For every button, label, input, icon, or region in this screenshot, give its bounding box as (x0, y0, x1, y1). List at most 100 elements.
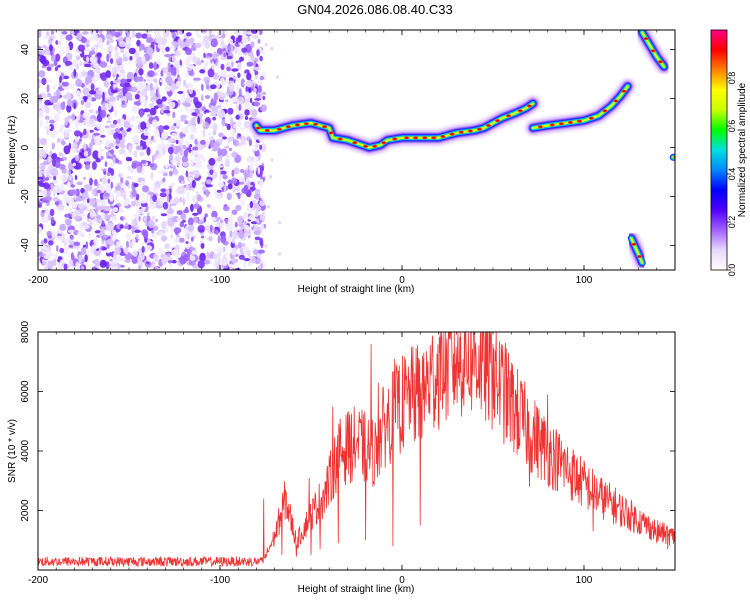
noise-speck (197, 116, 201, 125)
noise-speck (224, 252, 228, 257)
noise-speck (105, 102, 112, 111)
noise-speck (118, 133, 123, 141)
noise-speck (89, 90, 96, 95)
noise-speck (47, 235, 52, 239)
noise-speck (57, 64, 61, 68)
noise-speck (59, 75, 62, 83)
noise-speck (185, 125, 190, 130)
noise-speck (254, 236, 261, 241)
noise-speck (165, 144, 170, 150)
noise-speck (138, 46, 142, 52)
noise-speck (238, 230, 244, 239)
noise-speck (83, 150, 89, 157)
noise-speck (90, 97, 97, 102)
noise-speck (49, 44, 53, 52)
noise-speck (186, 32, 192, 37)
noise-speck (179, 221, 185, 228)
noise-speck (51, 142, 55, 150)
noise-speck (49, 35, 56, 39)
noise-speck (176, 158, 181, 167)
noise-speck (237, 241, 243, 249)
noise-speck (126, 176, 132, 180)
noise-speck (131, 219, 136, 227)
noise-speck (45, 208, 50, 216)
noise-speck (173, 30, 178, 33)
noise-speck (225, 222, 234, 232)
noise-speck (77, 230, 84, 238)
snr-series-line (38, 332, 675, 568)
trace-hotspot-core (622, 90, 626, 93)
noise-speck (200, 235, 205, 239)
noise-speck (158, 231, 165, 236)
noise-speck (38, 110, 44, 119)
noise-speck (253, 66, 261, 71)
trace-band (630, 237, 644, 264)
noise-speck (228, 82, 235, 92)
trace-hotspot-core (651, 49, 655, 52)
noise-speck (226, 192, 232, 201)
noise-speck (140, 121, 147, 130)
snr-y-tick-label: 6000 (20, 380, 31, 403)
trace-hotspot-core (468, 130, 472, 132)
noise-speck (59, 34, 66, 40)
noise-speck (217, 109, 226, 119)
noise-speck (66, 167, 69, 176)
noise-speck (194, 43, 202, 49)
noise-speck (253, 88, 257, 93)
noise-speck (253, 101, 261, 107)
noise-speck (89, 129, 94, 133)
trace-hotspot-core (632, 243, 636, 246)
trace-hotspot-core (577, 120, 582, 123)
noise-speck (106, 222, 114, 232)
noise-speck (173, 227, 182, 234)
noise-speck (250, 51, 254, 60)
noise-speck (188, 217, 194, 227)
noise-speck (120, 172, 124, 178)
noise-speck (199, 252, 206, 262)
noise-speck (124, 259, 131, 263)
noise-speck (185, 141, 190, 148)
noise-speck (192, 146, 199, 151)
noise-speck (43, 35, 51, 40)
noise-speck (48, 124, 55, 132)
noise-speck (59, 49, 66, 55)
noise-speck (158, 248, 162, 253)
noise-speck (38, 251, 44, 257)
noise-speck (80, 213, 86, 217)
noise-speck (141, 246, 145, 253)
noise-speck (246, 136, 251, 142)
noise-speck (170, 198, 174, 205)
noise-speck (106, 243, 110, 249)
noise-speck (130, 86, 138, 93)
noise-speck (204, 213, 208, 218)
noise-speck (41, 77, 47, 86)
noise-speck (146, 37, 154, 44)
noise-speck (65, 45, 70, 53)
noise-speck (103, 210, 110, 214)
noise-speck (260, 104, 267, 112)
noise-speck (71, 113, 76, 121)
noise-speck (68, 64, 74, 71)
noise-speck (107, 178, 111, 184)
noise-speck (77, 44, 86, 52)
noise-speck (112, 207, 119, 213)
noise-speck (105, 183, 112, 193)
noise-speck (66, 104, 72, 113)
noise-speck (64, 218, 72, 226)
noise-speck (141, 229, 148, 236)
noise-speck (243, 120, 250, 129)
noise-speck (38, 176, 44, 180)
noise-speck (88, 229, 91, 239)
noise-speck (175, 139, 179, 145)
snr-ticks: -200 -100 0 100 2000 4000 6000 8000 (20, 320, 676, 586)
noise-speck (55, 89, 61, 98)
noise-speck (118, 72, 125, 77)
noise-speck (71, 201, 78, 209)
trace-hotspot-core (295, 124, 299, 126)
noise-speck (111, 216, 117, 222)
noise-speck (212, 123, 218, 132)
noise-speck (161, 131, 169, 140)
noise-speck (141, 33, 149, 39)
noise-speck (38, 45, 42, 50)
trace-hotspot-core (265, 129, 269, 132)
